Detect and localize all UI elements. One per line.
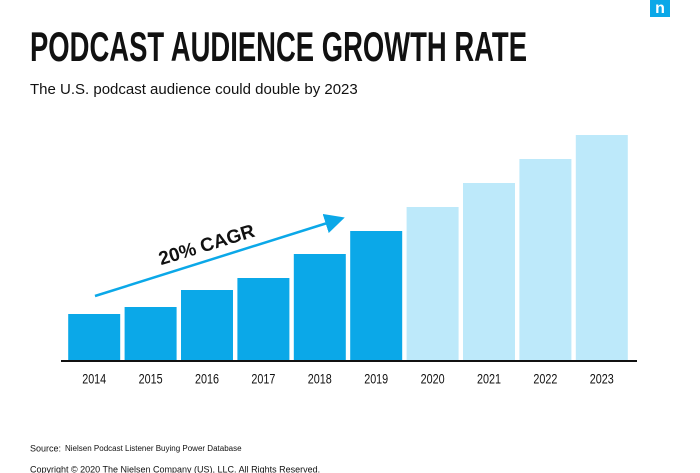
bar [350, 231, 403, 360]
bar [181, 290, 233, 360]
source: Nielsen Podcast Listener Buying Power Da… [65, 444, 242, 453]
bar [575, 135, 628, 360]
chart-subtitle: The U.S. podcast audience could double b… [30, 81, 358, 98]
bar [293, 254, 346, 360]
copyright: Copyright © 2020 The Nielsen Company (US… [30, 464, 320, 473]
bar [406, 207, 459, 360]
bar [519, 159, 572, 360]
bar [124, 307, 177, 360]
trend-arrow [94, 213, 345, 298]
chart-title: PODCAST AUDIENCE GROWTH RATE [30, 23, 527, 70]
x-tick-label: 2020 [421, 371, 445, 387]
annotation: 20% CAGR [156, 221, 257, 270]
bar [237, 278, 290, 360]
x-tick-label: 2014 [82, 371, 106, 387]
bar [68, 314, 121, 360]
x-tick-label: 2022 [533, 371, 557, 387]
bar [463, 183, 515, 360]
x-tick-label: 2019 [364, 371, 388, 387]
x-tick-label: 2016 [195, 371, 219, 387]
x-tick-label: 2018 [308, 371, 332, 387]
x-tick-label: 2015 [139, 371, 163, 387]
x-tick-label: 2023 [590, 371, 614, 387]
x-tick-label: 2021 [477, 371, 501, 387]
source-label: Source: [30, 443, 61, 453]
logo-box [650, 0, 670, 17]
x-tick-label: 2017 [251, 371, 275, 387]
logo: n [655, 0, 665, 17]
